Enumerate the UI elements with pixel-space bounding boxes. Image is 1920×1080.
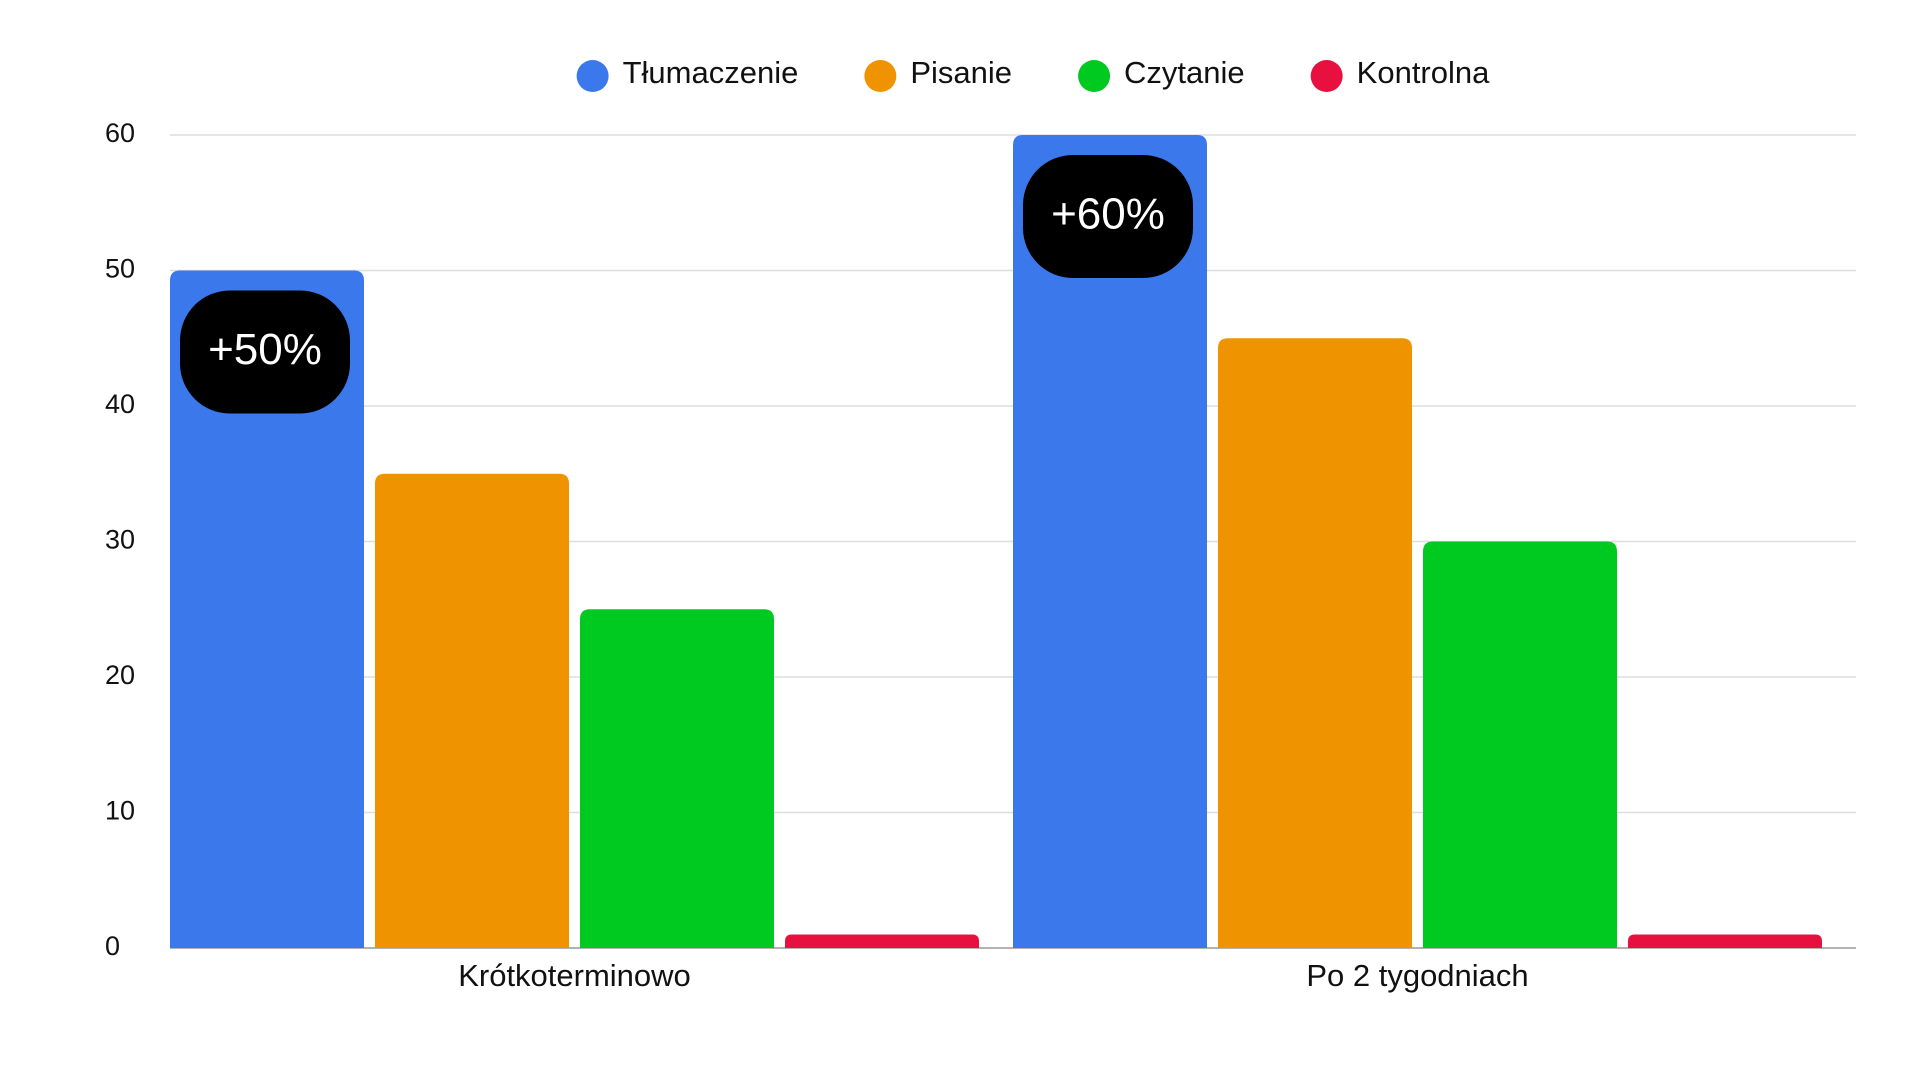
- y-tick-label: 50: [105, 254, 135, 284]
- legend-marker: [864, 60, 897, 92]
- y-tick-label: 60: [105, 118, 135, 148]
- bar: [1013, 135, 1207, 948]
- annotation: +60%: [1051, 190, 1165, 239]
- bar: [375, 473, 569, 948]
- legend-marker: [1310, 60, 1343, 92]
- bar: [170, 270, 364, 948]
- annotation-badge: [180, 290, 350, 414]
- y-tick-label: 20: [105, 660, 135, 690]
- bar: [1423, 541, 1617, 948]
- bar: [1218, 338, 1412, 948]
- y-tick-label: 30: [105, 525, 135, 555]
- legend-label: Czytanie: [1124, 55, 1245, 90]
- y-tick-label: 40: [105, 389, 135, 419]
- legend-label: Kontrolna: [1357, 55, 1490, 90]
- bar: [580, 609, 774, 948]
- annotation-badge: [1023, 155, 1193, 278]
- y-tick-label: 0: [105, 931, 120, 961]
- annotation: +50%: [208, 325, 322, 374]
- bar: [1628, 934, 1822, 948]
- x-tick-label: Krótkoterminowo: [458, 958, 691, 993]
- bar: [785, 934, 979, 948]
- legend-label: Pisanie: [910, 55, 1012, 90]
- y-tick-label: 10: [105, 796, 135, 826]
- legend-marker: [576, 60, 609, 92]
- legend-marker: [1078, 60, 1111, 92]
- x-tick-label: Po 2 tygodniach: [1306, 958, 1528, 993]
- legend-label: Tłumaczenie: [623, 55, 799, 90]
